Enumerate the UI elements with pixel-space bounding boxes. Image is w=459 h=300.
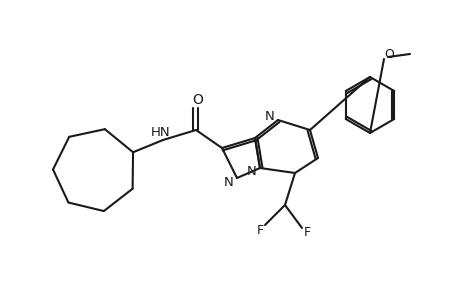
Text: HN: HN — [151, 125, 170, 139]
Text: N: N — [264, 110, 274, 122]
Text: F: F — [256, 224, 263, 236]
Text: O: O — [192, 93, 203, 107]
Text: F: F — [303, 226, 310, 239]
Text: N: N — [246, 164, 256, 178]
Text: N: N — [224, 176, 233, 188]
Text: O: O — [383, 47, 393, 61]
